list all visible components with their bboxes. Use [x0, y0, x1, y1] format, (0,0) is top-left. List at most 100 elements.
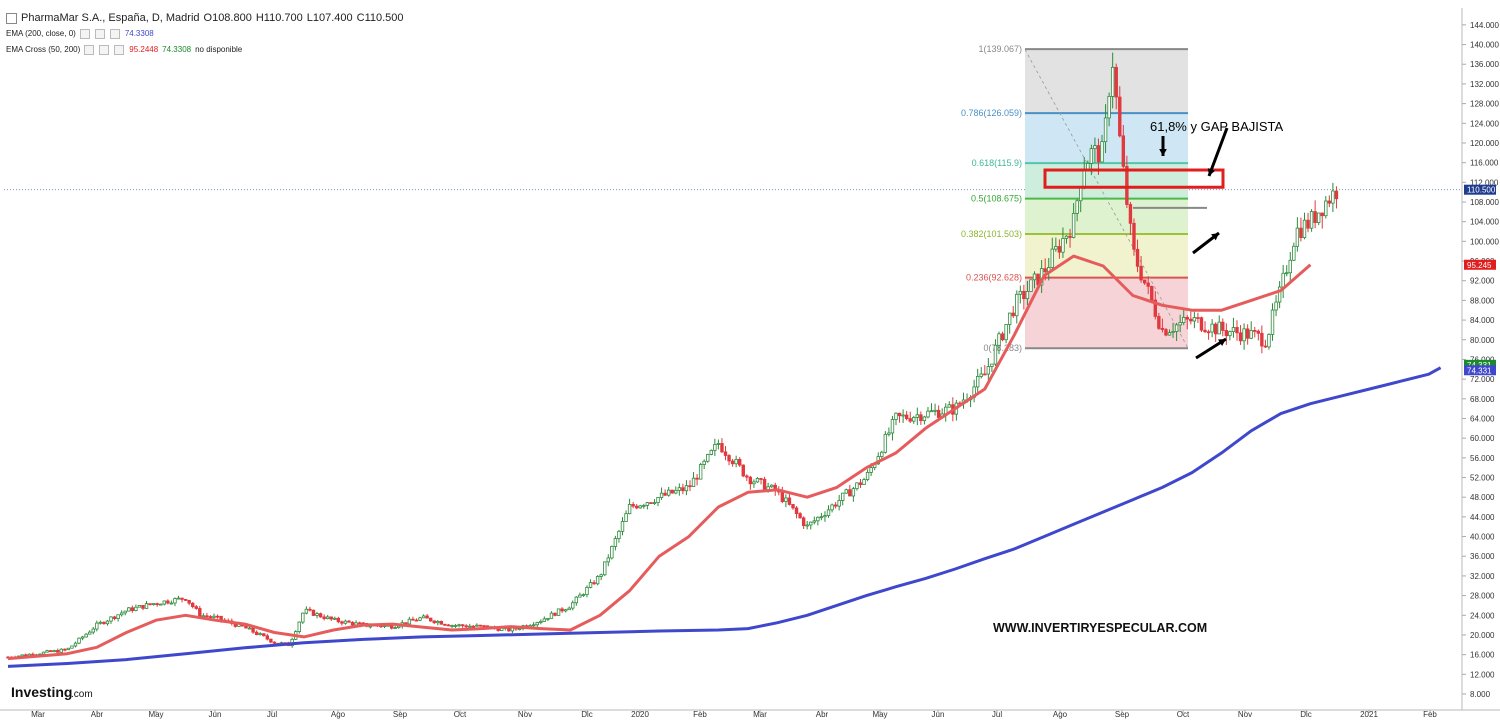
candle-body: [983, 373, 987, 376]
candle-body: [1004, 324, 1008, 341]
candle-body: [855, 482, 859, 490]
candle-body: [1270, 309, 1275, 335]
settings-button[interactable]: [99, 45, 110, 55]
candle-body: [41, 651, 46, 655]
candle-body: [1189, 318, 1193, 322]
candle-body: [826, 509, 831, 516]
candle-body: [819, 516, 824, 519]
candle-body: [716, 443, 721, 445]
x-tick-label: Oct: [1177, 710, 1190, 719]
x-tick-label: Oct: [454, 710, 467, 719]
candle-body: [1288, 259, 1292, 274]
y-tick-label: 84.000: [1470, 316, 1495, 325]
candle-body: [191, 602, 195, 608]
candle-body: [1110, 66, 1115, 97]
candle-body: [1199, 317, 1204, 331]
candle-body: [581, 594, 586, 596]
time-axis: Mar Abr May Jun Jul Ago Sep Oct Nov Dic 2020 Feb Mar…: [31, 710, 1437, 719]
fib-level-label: 0.618(115.9): [972, 158, 1022, 168]
candle-body: [45, 650, 49, 653]
fib-level-label: 0.786(126.059): [961, 108, 1022, 118]
candle-body: [890, 419, 895, 434]
settings-button[interactable]: [94, 29, 105, 39]
candle-body: [457, 624, 461, 627]
candle-body: [627, 504, 632, 515]
candle-body: [784, 497, 788, 502]
x-tick-label: Feb: [1423, 710, 1437, 719]
candle-body: [571, 602, 575, 609]
candle-body: [187, 599, 191, 604]
candle-body: [723, 451, 728, 456]
candle-body: [1324, 200, 1328, 217]
candle-body: [908, 418, 912, 422]
candle-body: [841, 492, 845, 501]
candle-body: [112, 616, 117, 619]
visibility-toggle-button[interactable]: [84, 45, 95, 55]
high-value: H110.700: [255, 12, 303, 24]
y-tick-label: 16.000: [1470, 651, 1495, 660]
candle-body: [645, 502, 650, 506]
candle-body: [1160, 328, 1165, 330]
x-tick-label: 2021: [1360, 710, 1378, 719]
candle-body: [1313, 211, 1317, 223]
investing-logo-suffix: .com: [71, 689, 93, 700]
arrow-up-icon-head: [1218, 339, 1226, 346]
candle-body: [858, 482, 863, 485]
candle-body: [1221, 321, 1225, 331]
candle-body: [649, 502, 653, 505]
collapse-icon[interactable]: [6, 12, 17, 24]
candle-body: [468, 625, 472, 628]
close-button[interactable]: [109, 29, 120, 39]
candle-body: [1320, 212, 1324, 217]
candle-body: [137, 605, 142, 608]
visibility-toggle-button[interactable]: [79, 29, 90, 39]
close-button[interactable]: [114, 45, 125, 55]
candle-body: [421, 615, 426, 619]
y-tick-label: 60.000: [1470, 434, 1495, 443]
candle-body: [123, 610, 127, 614]
candle-body: [166, 600, 170, 604]
y-tick-label: 52.000: [1470, 474, 1495, 483]
candle-body: [308, 608, 312, 611]
candle-body: [471, 625, 476, 628]
candle-body: [1267, 334, 1271, 348]
x-tick-label: Jul: [992, 710, 1002, 719]
candle-body: [748, 476, 753, 485]
price-badge-label: 110.500: [1467, 186, 1496, 195]
candle-body: [837, 500, 841, 507]
x-tick-label: Ago: [1053, 710, 1068, 719]
candle-body: [702, 460, 706, 465]
candle-body: [109, 616, 113, 622]
candle-body: [183, 599, 188, 601]
candle-body: [631, 504, 635, 507]
candle-body: [464, 625, 468, 628]
candle-body: [599, 574, 603, 577]
candle-body: [258, 633, 262, 636]
candle-body: [1281, 272, 1285, 288]
candle-body: [1327, 200, 1332, 204]
candle-body: [688, 485, 692, 488]
candle-body: [691, 477, 696, 488]
candle-body: [1302, 219, 1307, 239]
fib-level-label: 0.5(108.675): [971, 194, 1022, 204]
candle-body: [304, 608, 309, 614]
arrow-up-icon-head: [1211, 233, 1219, 241]
arrow-gap-icon: [1207, 127, 1229, 177]
y-tick-label: 40.000: [1470, 533, 1495, 542]
candle-body: [1299, 227, 1303, 239]
x-tick-label: 2020: [631, 710, 649, 719]
candle-body: [1245, 328, 1250, 339]
candle-body: [1295, 227, 1300, 247]
candle-body: [1114, 66, 1118, 98]
close-value: C110.500: [356, 12, 404, 24]
candle-body: [1135, 248, 1140, 267]
candle-body: [208, 616, 213, 618]
candle-body: [883, 433, 888, 453]
candle-body: [812, 520, 817, 523]
candle-body: [1256, 330, 1261, 334]
y-tick-label: 120.000: [1470, 139, 1499, 148]
candle-body: [66, 647, 71, 651]
candle-body: [947, 404, 951, 408]
